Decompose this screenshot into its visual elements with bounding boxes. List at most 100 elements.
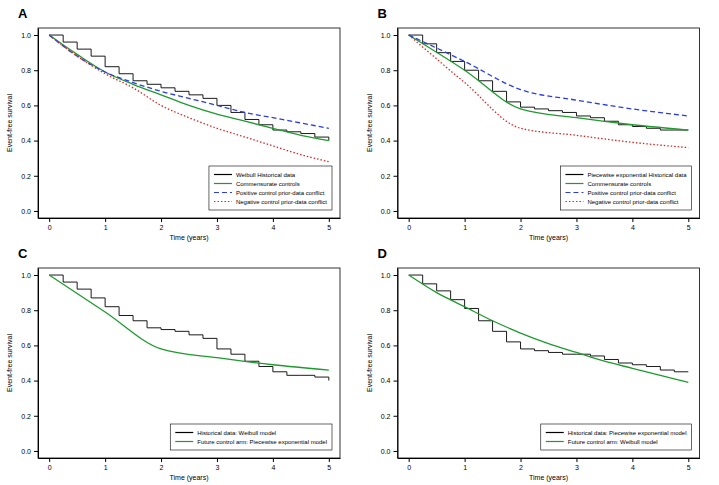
tick-label: 4 <box>631 464 635 471</box>
tick-mark <box>34 310 38 311</box>
tick: 4 <box>271 458 275 471</box>
tick-mark <box>273 458 274 462</box>
plot-frame <box>38 28 340 218</box>
x-axis: 012345 <box>39 218 341 231</box>
plot-frame <box>38 268 340 458</box>
legend-swatch <box>546 432 564 433</box>
tick-mark <box>105 218 106 222</box>
tick-mark <box>34 70 38 71</box>
tick: 1 <box>463 458 467 471</box>
tick-label: 2 <box>160 464 164 471</box>
legend-swatch <box>565 201 583 202</box>
tick: 0 <box>48 218 52 231</box>
legend-label: Negative control prior-data conflict <box>587 199 678 205</box>
tick-label: 1 <box>463 224 467 231</box>
tick-mark <box>632 218 633 222</box>
tick-label: 0.4 <box>381 377 391 384</box>
tick-label: 0.4 <box>381 137 391 144</box>
tick: 0 <box>407 458 411 471</box>
legend: Weibull Historical dataCommensurate cont… <box>209 166 332 210</box>
tick-label: 0.0 <box>381 208 391 215</box>
legend-label: Historical data: Weibull model <box>197 430 276 436</box>
x-axis-title: Time (years) <box>169 234 208 242</box>
tick-mark <box>49 218 50 222</box>
tick: 0.4 <box>21 137 38 144</box>
legend-box <box>560 166 691 210</box>
tick-label: 0.2 <box>381 173 391 180</box>
x-axis-title: Time (years) <box>169 474 208 482</box>
legend: Historical data: Weibull model Future con… <box>170 424 332 450</box>
legend-swatch <box>546 441 564 442</box>
legend-label: Positive control prior-data conflict <box>587 190 676 196</box>
y-axis-title: Event-free survival <box>6 334 13 392</box>
tick: 0.0 <box>381 448 398 455</box>
tick-label: 1.0 <box>21 272 31 279</box>
tick-mark <box>34 275 38 276</box>
tick: 0.2 <box>381 413 398 420</box>
tick-mark <box>688 218 689 222</box>
tick: 1 <box>463 218 467 231</box>
tick-mark <box>34 211 38 212</box>
tick-mark <box>34 105 38 106</box>
tick: 5 <box>327 218 331 231</box>
panel: 0123450.00.20.40.60.81.0BTime (years)Eve… <box>366 6 701 242</box>
tick: 2 <box>519 458 523 471</box>
tick-label: 0.0 <box>21 448 31 455</box>
step-line <box>409 35 689 130</box>
legend-swatch <box>175 432 193 433</box>
tick-label: 0.6 <box>21 342 31 349</box>
tick-mark <box>329 458 330 462</box>
legend: Historical data: Piecewise exponential m… <box>541 424 692 450</box>
tick-mark <box>217 458 218 462</box>
tick-label: 0.8 <box>381 67 391 74</box>
legend-label: Commensurate controls <box>236 181 300 187</box>
tick: 1.0 <box>21 32 38 39</box>
curve-line <box>49 35 329 128</box>
tick: 3 <box>216 218 220 231</box>
tick-label: 2 <box>519 224 523 231</box>
curve-line <box>409 35 689 148</box>
curve-line <box>49 275 329 370</box>
legend-label: Negative control prior-data conflict <box>236 199 327 205</box>
plot-area <box>409 275 689 382</box>
tick-mark <box>394 345 398 346</box>
tick-mark <box>394 176 398 177</box>
legend-swatch <box>214 192 232 193</box>
tick: 1 <box>104 458 108 471</box>
tick-label: 2 <box>519 464 523 471</box>
tick-mark <box>576 218 577 222</box>
tick: 1 <box>104 218 108 231</box>
legend-label: Historical data: Piecewise exponential m… <box>568 430 687 436</box>
legend-label: Future control arm: Weibull model <box>568 439 658 445</box>
tick-mark <box>329 218 330 222</box>
axis-line <box>38 269 39 459</box>
plot-area <box>409 35 689 148</box>
plot-frame <box>398 268 700 458</box>
tick-label: 0.2 <box>381 413 391 420</box>
tick-label: 0.0 <box>21 208 31 215</box>
plot-area <box>49 35 329 162</box>
tick-mark <box>34 35 38 36</box>
legend-swatch <box>175 441 193 442</box>
axis-line <box>398 458 700 459</box>
tick-mark <box>409 458 410 462</box>
tick: 3 <box>575 458 579 471</box>
tick: 0.0 <box>21 208 38 215</box>
y-axis: 0.00.20.40.60.81.0 <box>21 29 38 219</box>
legend-swatch <box>214 201 232 202</box>
tick-label: 0 <box>407 464 411 471</box>
tick: 2 <box>519 218 523 231</box>
legend-swatch <box>214 174 232 175</box>
tick-label: 0.8 <box>21 67 31 74</box>
tick: 4 <box>631 458 635 471</box>
axis-line <box>38 29 39 219</box>
tick-label: 0 <box>407 224 411 231</box>
tick: 0 <box>48 458 52 471</box>
tick-mark <box>34 416 38 417</box>
tick-mark <box>161 218 162 222</box>
tick-mark <box>521 218 522 222</box>
tick-label: 4 <box>631 224 635 231</box>
tick-label: 1.0 <box>381 32 391 39</box>
legend-label: Piecewise exponential Historical data <box>587 172 687 178</box>
legend-label: Future control arm: Piecewise exponentia… <box>197 439 327 445</box>
